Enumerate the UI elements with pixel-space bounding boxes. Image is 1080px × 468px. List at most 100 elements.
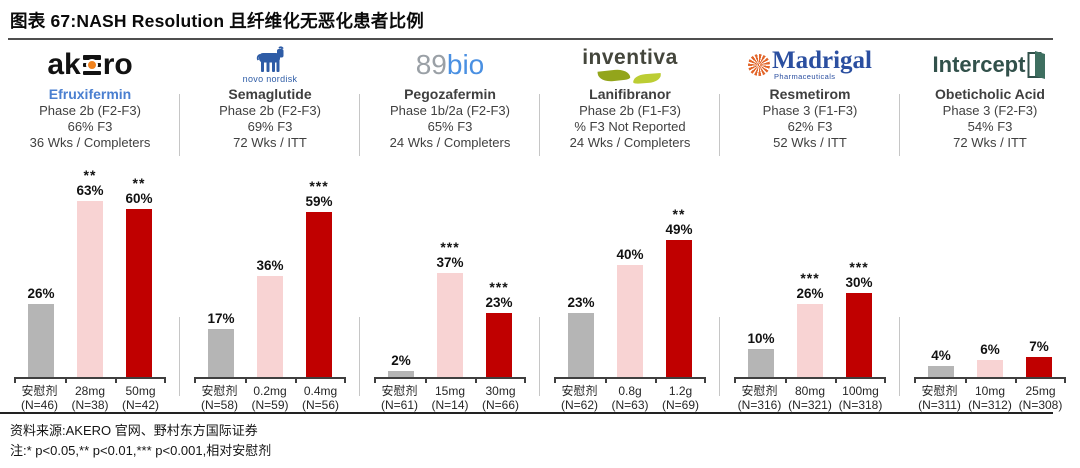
bar-group: 7%	[1016, 326, 1062, 377]
dose-text: 30mg	[485, 384, 516, 398]
bars-area: 26% ** 63% ** 60%	[14, 159, 166, 377]
dose-label: 10mg (N=312)	[966, 384, 1015, 412]
significance-stars: ***	[800, 270, 820, 287]
axis-tick	[374, 379, 376, 383]
company-logo: Intercept	[933, 44, 1048, 86]
study-info-line: Phase 2b (F2-F3)	[39, 103, 141, 118]
bottom-divider	[0, 412, 1053, 414]
x-axis-labels: 安慰剂 (N=316) 80mg (N=321) 100mg (N=318)	[734, 384, 886, 412]
drug-panel: Intercept Obeticholic Acid Phase 3 (F2-F…	[900, 42, 1080, 412]
study-info: Phase 1b/2a (F2-F3) 65% F3 24 Wks / Comple…	[390, 103, 511, 151]
dose-text: 安慰剂	[381, 384, 418, 398]
dose-text: 安慰剂	[561, 384, 598, 398]
madrigal-logo-text: Madrigal	[772, 46, 872, 74]
study-info-line: 65% F3	[427, 119, 473, 134]
novo-nordisk-logo-text: novo nordisk	[242, 74, 298, 84]
sample-size-text: (N=42)	[121, 398, 159, 412]
x-axis	[14, 377, 166, 383]
axis-tick	[655, 379, 658, 383]
axis-tick	[554, 379, 556, 383]
inventiva-logo: inventiva	[582, 46, 678, 84]
x-axis-labels: 安慰剂 (N=46) 28mg (N=38) 50mg (N=42)	[14, 384, 166, 412]
x-axis	[194, 377, 346, 383]
high_dose-bar	[486, 312, 512, 377]
axis-tick	[784, 379, 787, 383]
bar-value-label: 7%	[1029, 339, 1049, 355]
high_dose-bar	[1026, 357, 1052, 377]
dose-text: 安慰剂	[741, 384, 778, 398]
x-axis-labels: 安慰剂 (N=58) 0.2mg (N=59) 0.4mg (N=56)	[194, 384, 346, 412]
axis-tick	[164, 379, 166, 383]
study-info: Phase 2b (F2-F3) 66% F3 36 Wks / Completer…	[30, 103, 151, 151]
bar-group: *** 26%	[787, 270, 833, 377]
dose-label: 安慰剂 (N=62)	[555, 384, 604, 412]
bar-chart: 17% 36% *** 59% 安慰剂 (N=58) 0.2mg (N=59) 0.4mg (N…	[194, 159, 346, 412]
bar-value-label: 37%	[436, 255, 464, 271]
inventiva-logo-text: inventiva	[582, 46, 678, 69]
madrigal-logo-subtext: Pharmaceuticals	[774, 72, 836, 82]
placebo-bar	[928, 365, 954, 377]
low_dose-bar	[797, 304, 823, 377]
dose-label: 28mg (N=38)	[66, 384, 115, 412]
axis-tick	[1064, 379, 1066, 383]
study-info-line: 66% F3	[67, 119, 113, 134]
source-note: 资料来源:AKERO 官网、野村东方国际证券	[10, 423, 258, 438]
sample-size-text: (N=63)	[611, 398, 649, 412]
sample-size-text: (N=318)	[838, 398, 883, 412]
dose-label: 安慰剂 (N=316)	[735, 384, 784, 412]
dose-label: 50mg (N=42)	[116, 384, 165, 412]
sample-size-text: (N=62)	[560, 398, 598, 412]
bar-value-label: 2%	[391, 353, 411, 369]
study-info: Phase 2b (F2-F3) 69% F3 72 Wks / ITT	[219, 103, 321, 151]
axis-tick	[884, 379, 886, 383]
sample-size-text: (N=56)	[301, 398, 339, 412]
logo-text-bio: bio	[446, 49, 485, 80]
logo-text-89: 89	[415, 49, 447, 80]
bar-value-label: 26%	[27, 286, 55, 302]
madrigal-logo: Madrigal Pharmaceuticals	[748, 46, 872, 82]
figure-footer: 资料来源:AKERO 官网、野村东方国际证券 注:* p<0.05,** p<0…	[0, 414, 1080, 461]
dose-text: 50mg	[125, 384, 156, 398]
bar-value-label: 10%	[747, 331, 775, 346]
bar-group: *** 37%	[427, 240, 473, 377]
axis-tick	[914, 379, 916, 383]
bar-group: *** 59%	[296, 179, 342, 377]
bar-value-label: 6%	[980, 342, 1000, 358]
study-info-line: Phase 2b (F1-F3)	[579, 103, 681, 118]
study-info-line: 62% F3	[787, 119, 833, 134]
axis-tick	[1015, 379, 1018, 383]
x-axis	[914, 377, 1066, 383]
drug-panel: Madrigal Pharmaceuticals Resmetirom Phase…	[720, 42, 900, 412]
bar-chart: 4% 6% 7% 安慰剂 (N=311) 10mg (N=312) 25mg (N=308)	[914, 159, 1066, 412]
akero-e-icon	[82, 55, 101, 75]
sample-size-text: (N=66)	[481, 398, 519, 412]
dose-text: 0.4mg	[303, 384, 338, 398]
bar-chart: 23% 40% ** 49% 安慰剂 (N=62) 0.8g (N=63) 1.2g (N=69…	[554, 159, 706, 412]
axis-tick	[244, 379, 247, 383]
drug-panel: ak ro Efruxifermin Phase 2b (F2-F3) 66% F3…	[0, 42, 180, 412]
bars-area: 10% *** 26% *** 30%	[734, 159, 886, 377]
study-info-line: 72 Wks / ITT	[953, 135, 1027, 150]
bar-group: 26%	[18, 273, 64, 377]
dose-text: 25mg	[1025, 384, 1056, 398]
drug-panel: 89 bio Pegozafermin Phase 1b/2a (F2-F3) 65…	[360, 42, 540, 412]
high_dose-bar	[306, 211, 332, 377]
high_dose-bar	[666, 239, 692, 377]
bar-chart: 2% *** 37% *** 23% 安慰剂 (N=61) 15mg (N=14) 30mg (N…	[374, 159, 526, 412]
dose-label: 1.2g (N=69)	[656, 384, 705, 412]
study-info-line: Phase 1b/2a (F2-F3)	[390, 103, 510, 118]
axis-tick	[734, 379, 736, 383]
x-axis	[734, 377, 886, 383]
axis-tick	[604, 379, 607, 383]
bar-group: 6%	[967, 329, 1013, 377]
bar-group: 10%	[738, 318, 784, 377]
placebo-bar	[568, 312, 594, 377]
dose-text: 安慰剂	[201, 384, 238, 398]
study-info-line: 24 Wks / Completers	[389, 135, 511, 150]
significance-stars: ***	[849, 259, 869, 275]
akero-logo-text: ak	[47, 48, 81, 81]
axis-tick	[835, 379, 838, 383]
x-axis-labels: 安慰剂 (N=62) 0.8g (N=63) 1.2g (N=69)	[554, 384, 706, 412]
dose-text: 10mg	[974, 384, 1006, 398]
bar-group: ** 49%	[656, 207, 702, 377]
